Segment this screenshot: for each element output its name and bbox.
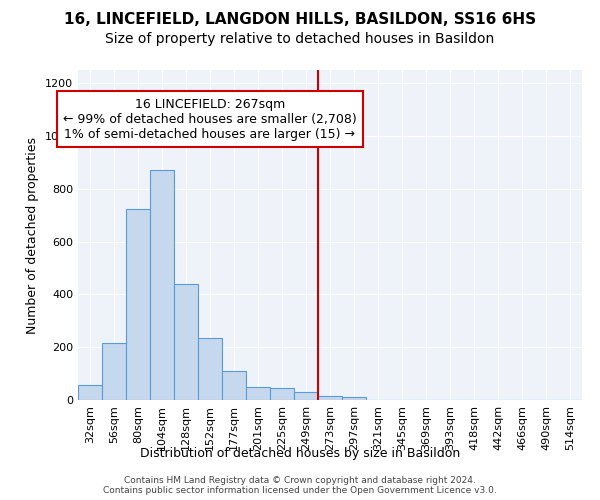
Bar (102, 343, 126, 400)
Text: Distribution of detached houses by size in Basildon: Distribution of detached houses by size … (140, 448, 460, 460)
Text: Contains HM Land Registry data © Crown copyright and database right 2024.
Contai: Contains HM Land Registry data © Crown c… (103, 476, 497, 495)
Y-axis label: Number of detached properties: Number of detached properties (26, 136, 40, 334)
Bar (198, 338, 222, 400)
Bar (342, 398, 366, 400)
Bar (174, 284, 198, 400)
Text: 16 LINCEFIELD: 267sqm
← 99% of detached houses are smaller (2,708)
1% of semi-de: 16 LINCEFIELD: 267sqm ← 99% of detached … (63, 98, 357, 140)
Bar (150, 170, 174, 400)
Bar (222, 371, 246, 400)
Bar (246, 387, 270, 400)
Bar (270, 388, 294, 400)
Text: Size of property relative to detached houses in Basildon: Size of property relative to detached ho… (106, 32, 494, 46)
Text: 16, LINCEFIELD, LANGDON HILLS, BASILDON, SS16 6HS: 16, LINCEFIELD, LANGDON HILLS, BASILDON,… (64, 12, 536, 28)
Bar (318, 396, 342, 400)
Bar (294, 392, 318, 400)
Bar (126, 208, 150, 400)
Bar (78, 386, 102, 400)
